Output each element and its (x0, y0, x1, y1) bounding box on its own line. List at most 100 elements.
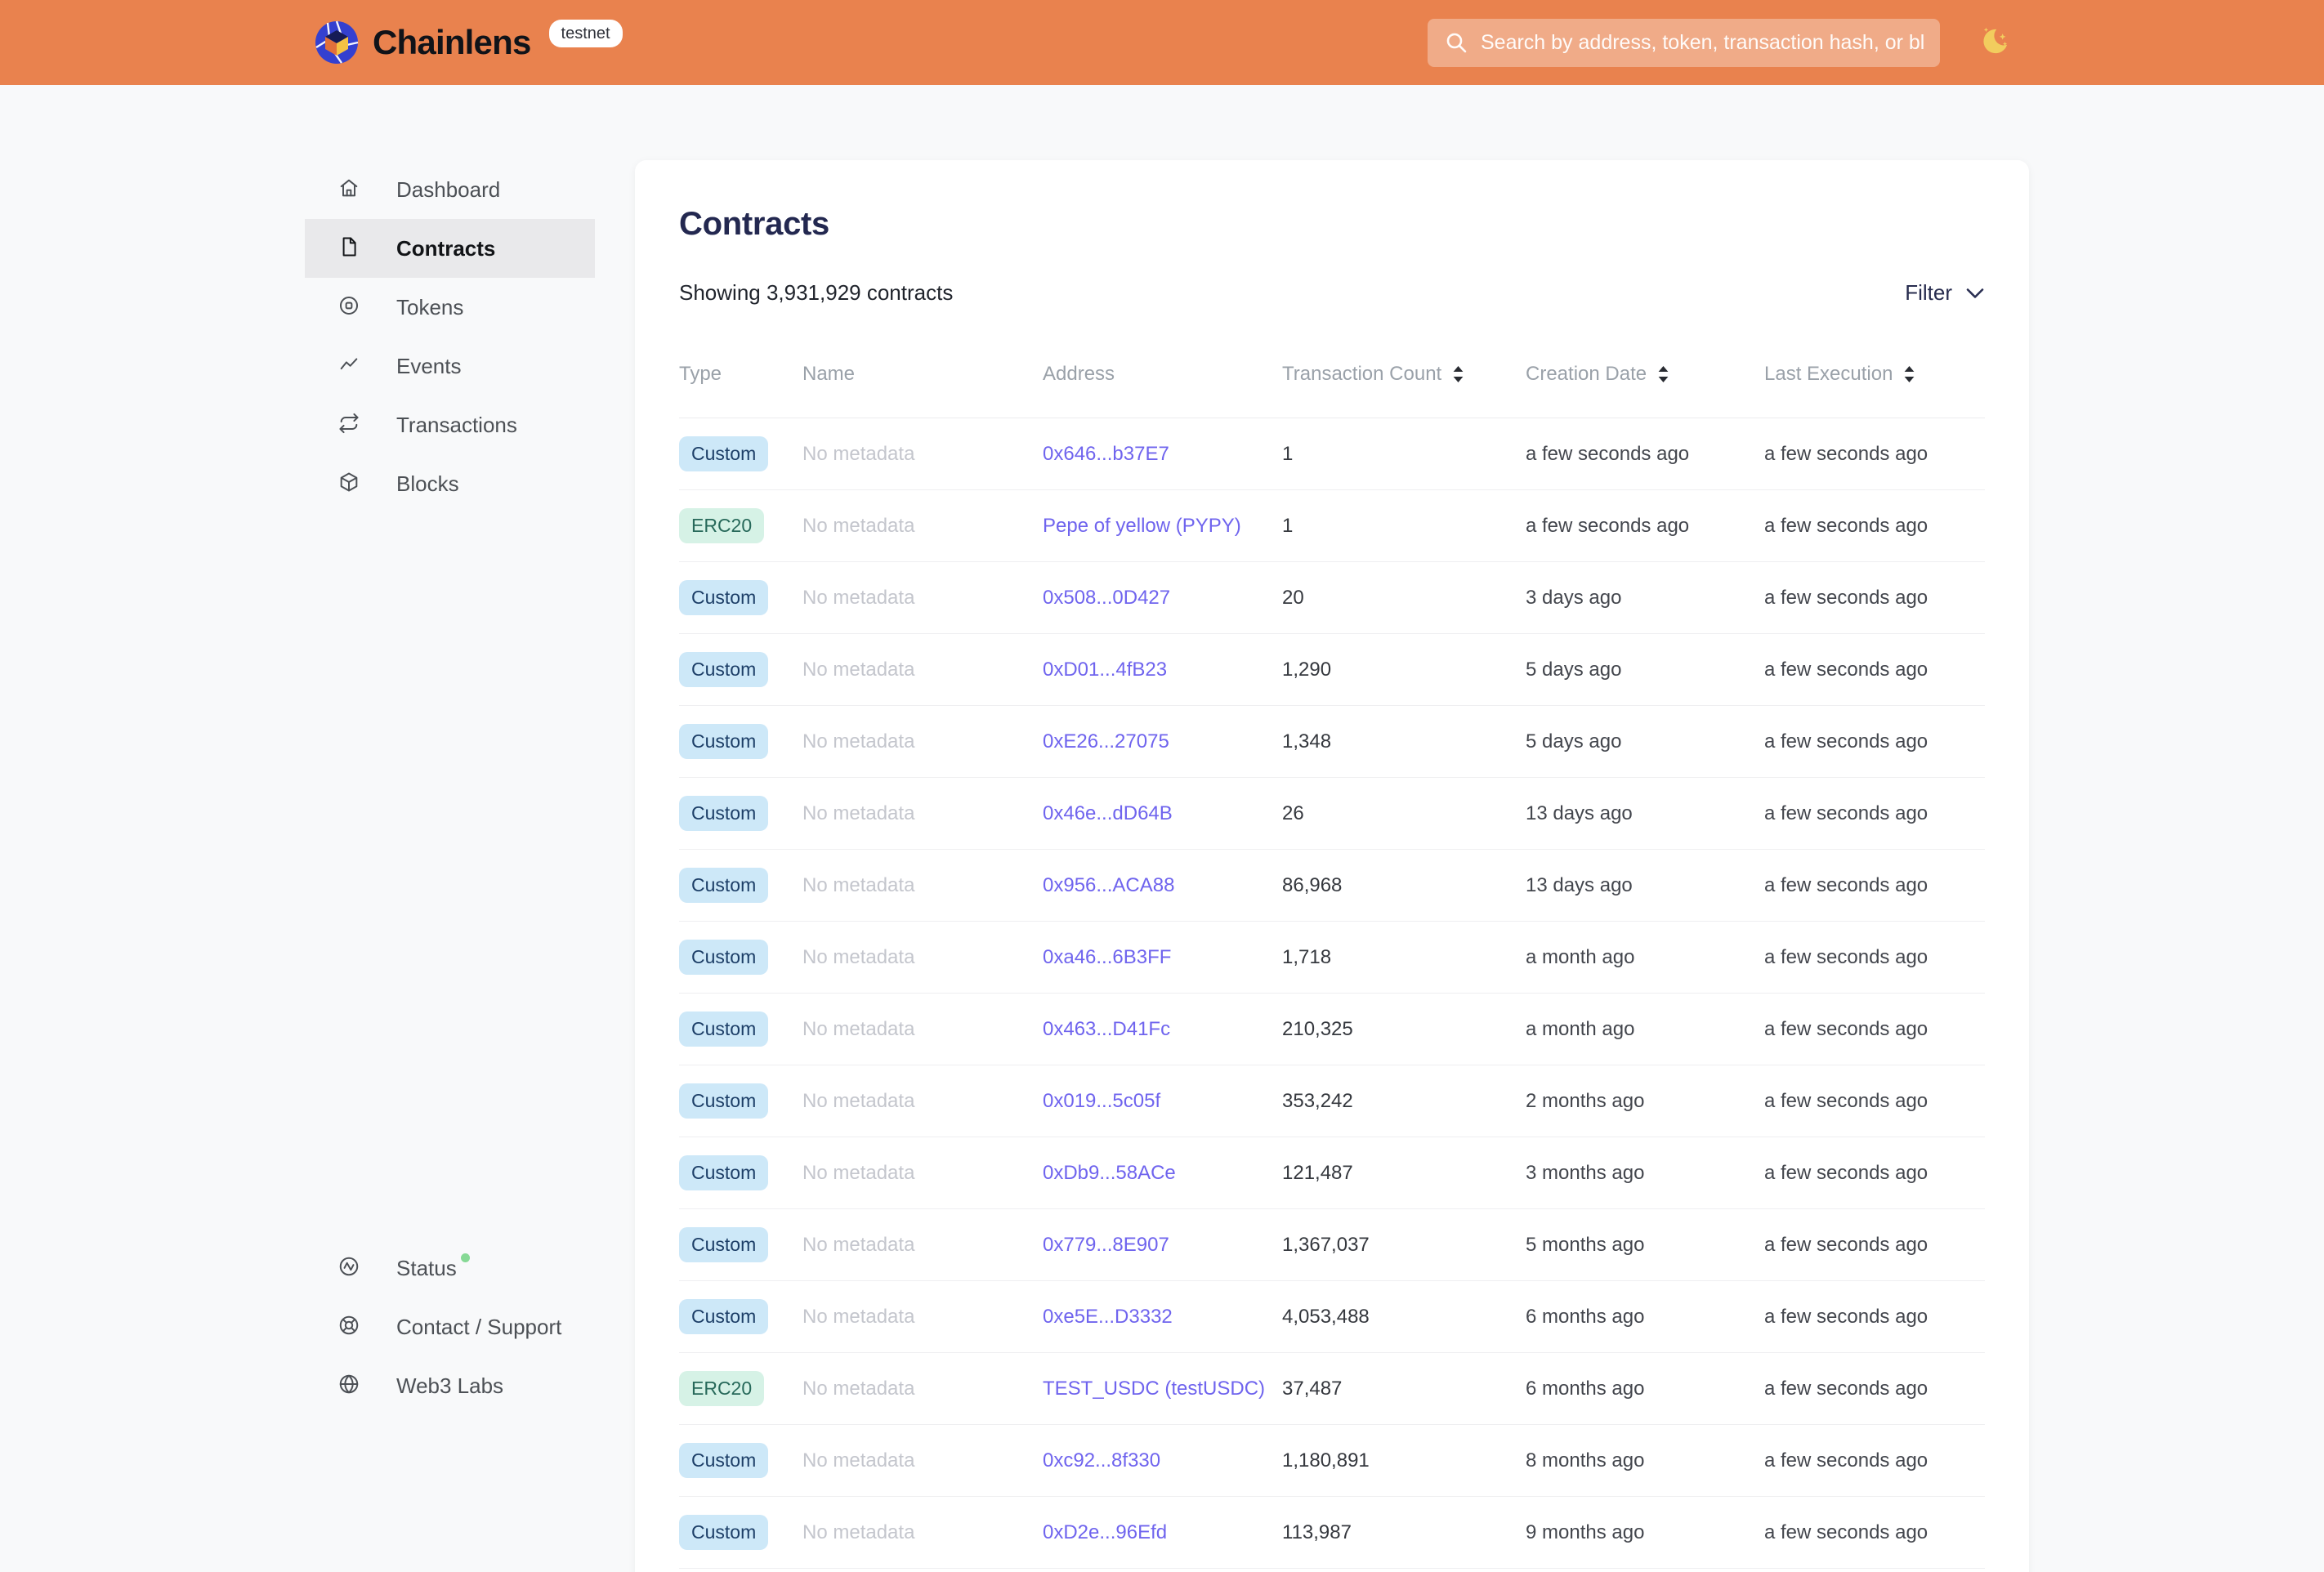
contract-address-link[interactable]: 0xE26...27075 (1043, 730, 1169, 753)
contract-type-badge: ERC20 (679, 508, 765, 543)
sidebar-nav: Dashboard Contracts Tokens Events Transa… (305, 160, 595, 513)
contract-address-link[interactable]: 0x779...8E907 (1043, 1233, 1169, 1256)
contract-name: No metadata (802, 1233, 915, 1256)
last-execution: a few seconds ago (1764, 1233, 1928, 1256)
column-header-creation-date[interactable]: Creation Date (1526, 363, 1764, 386)
contract-name: No metadata (802, 1377, 915, 1400)
table-row: Custom No metadata 0xa46...6B3FF 1,718 a… (679, 922, 1985, 994)
sidebar-item-blocks[interactable]: Blocks (305, 454, 595, 513)
contract-address-link[interactable]: TEST_USDC (testUSDC) (1043, 1377, 1266, 1400)
contract-type-badge: Custom (679, 940, 769, 975)
contract-address-link[interactable]: 0xc92...8f330 (1043, 1449, 1161, 1472)
creation-date: 8 months ago (1526, 1449, 1645, 1472)
activity-icon (337, 353, 360, 380)
table-row: Custom No metadata 0xE26...27075 1,348 5… (679, 706, 1985, 778)
contract-address-link[interactable]: Pepe of yellow (PYPY) (1043, 514, 1241, 537)
last-execution: a few seconds ago (1764, 945, 1928, 968)
transaction-count: 1,180,891 (1282, 1449, 1370, 1472)
transaction-count: 353,242 (1282, 1089, 1353, 1112)
search-bar[interactable] (1428, 18, 1940, 67)
contract-type-badge: Custom (679, 1443, 769, 1478)
contract-name: No metadata (802, 1017, 915, 1040)
contract-name: No metadata (802, 514, 915, 537)
table-row: Custom No metadata 0xe5E...D3332 4,053,4… (679, 1281, 1985, 1353)
last-execution: a few seconds ago (1764, 442, 1928, 465)
contract-type-badge: Custom (679, 796, 769, 831)
contract-name: No metadata (802, 1305, 915, 1328)
contract-address-link[interactable]: 0x508...0D427 (1043, 586, 1171, 609)
sidebar-item-transactions[interactable]: Transactions (305, 395, 595, 454)
table-row: Custom No metadata 0x463...D41Fc 210,325… (679, 994, 1985, 1065)
contract-name: No metadata (802, 802, 915, 824)
contract-address-link[interactable]: 0xe5E...D3332 (1043, 1305, 1173, 1328)
column-label: Name (802, 362, 856, 385)
dark-mode-toggle[interactable] (1978, 26, 2010, 59)
sidebar-item-dashboard[interactable]: Dashboard (305, 160, 595, 219)
table-row: Custom No metadata 0x956...ACA88 86,968 … (679, 850, 1985, 922)
contract-type-badge: Custom (679, 436, 769, 471)
column-label: Last Execution (1764, 362, 1893, 385)
column-header-address: Address (1043, 363, 1282, 386)
column-label: Address (1043, 362, 1115, 385)
table-row: Custom No metadata 0xDb9...58ACe 121,487… (679, 1137, 1985, 1209)
home-icon (337, 176, 360, 203)
transaction-count: 86,968 (1282, 873, 1343, 896)
status-online-dot (460, 1253, 470, 1262)
contract-type-badge: Custom (679, 724, 769, 759)
contract-type-badge: Custom (679, 1515, 769, 1550)
contract-address-link[interactable]: 0xD2e...96Efd (1043, 1521, 1168, 1543)
contract-address-link[interactable]: 0x46e...dD64B (1043, 802, 1173, 824)
brand-logo-link[interactable]: Chainlens (314, 20, 531, 65)
creation-date: 6 months ago (1526, 1305, 1645, 1328)
contract-address-link[interactable]: 0x956...ACA88 (1043, 873, 1175, 896)
transaction-count: 37,487 (1282, 1377, 1343, 1400)
chainlens-logo-icon (315, 20, 359, 64)
creation-date: 5 days ago (1526, 658, 1622, 681)
contract-address-link[interactable]: 0xa46...6B3FF (1043, 945, 1172, 968)
contract-address-link[interactable]: 0x463...D41Fc (1043, 1017, 1171, 1040)
column-header-last-execution[interactable]: Last Execution (1764, 363, 1985, 386)
contract-address-link[interactable]: 0x646...b37E7 (1043, 442, 1169, 465)
sidebar-item-contracts[interactable]: Contracts (305, 219, 595, 278)
last-execution: a few seconds ago (1764, 1449, 1928, 1472)
contract-address-link[interactable]: 0xDb9...58ACe (1043, 1161, 1176, 1184)
sidebar-item-status[interactable]: Status (305, 1239, 595, 1297)
contract-type-badge: Custom (679, 652, 769, 687)
contract-name: No metadata (802, 1161, 915, 1184)
last-execution: a few seconds ago (1764, 1521, 1928, 1543)
last-execution: a few seconds ago (1764, 514, 1928, 537)
transaction-count: 1,348 (1282, 730, 1332, 753)
sidebar-footer: Status Contact / Support Web3 Labs (305, 1239, 595, 1415)
page-title: Contracts (679, 206, 829, 242)
column-label: Type (679, 362, 722, 385)
contract-type-badge: Custom (679, 1155, 769, 1190)
contract-name: No metadata (802, 586, 915, 609)
sidebar-item-label: Web3 Labs (396, 1373, 504, 1398)
contract-address-link[interactable]: 0xD01...4fB23 (1043, 658, 1168, 681)
column-header-transaction-count[interactable]: Transaction Count (1282, 363, 1526, 386)
sidebar-item-tokens[interactable]: Tokens (305, 278, 595, 337)
contract-type-badge: Custom (679, 1083, 769, 1119)
contract-address-link[interactable]: 0x019...5c05f (1043, 1089, 1161, 1112)
filter-button[interactable]: Filter (1905, 280, 1985, 306)
transaction-count: 121,487 (1282, 1161, 1353, 1184)
transaction-count: 1 (1282, 514, 1294, 537)
sort-icon (1905, 365, 1915, 382)
table-body: Custom No metadata 0x646...b37E7 1 a few… (679, 418, 1985, 1569)
env-badge: testnet (548, 20, 623, 47)
brand-name: Chainlens (373, 23, 531, 61)
table-row: Custom No metadata 0xD01...4fB23 1,290 5… (679, 634, 1985, 706)
sidebar-item-contact-support[interactable]: Contact / Support (305, 1297, 595, 1356)
contract-type-badge: Custom (679, 1227, 769, 1262)
life-buoy-icon (337, 1314, 360, 1341)
sidebar-item-web3-labs[interactable]: Web3 Labs (305, 1356, 595, 1415)
cube-icon (337, 471, 360, 498)
chevron-down-icon (1966, 288, 1984, 298)
token-icon (337, 294, 360, 321)
creation-date: 5 months ago (1526, 1233, 1645, 1256)
sidebar-item-label: Status (396, 1255, 457, 1280)
last-execution: a few seconds ago (1764, 1017, 1928, 1040)
transaction-count: 20 (1282, 586, 1304, 609)
sidebar-item-events[interactable]: Events (305, 337, 595, 395)
search-input[interactable] (1481, 30, 1924, 55)
